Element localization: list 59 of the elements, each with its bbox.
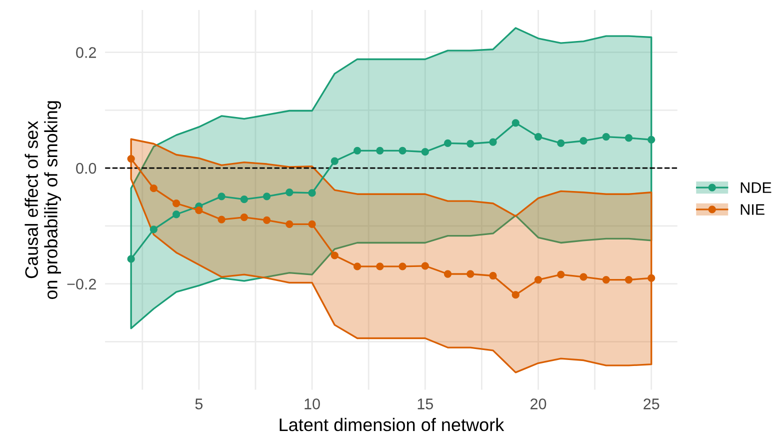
point	[150, 184, 158, 192]
legend-label: NDE	[740, 182, 772, 193]
point	[602, 132, 610, 141]
point	[421, 262, 429, 270]
y-tick-label: 0.2	[76, 47, 96, 58]
point	[308, 189, 316, 197]
point	[580, 137, 588, 145]
point	[286, 188, 294, 196]
point	[286, 220, 294, 228]
point	[512, 291, 520, 299]
legend-label: NIE	[740, 204, 764, 215]
point	[240, 213, 248, 222]
point	[648, 274, 656, 282]
point	[624, 134, 633, 142]
point	[150, 226, 158, 234]
x-tick-label: 5	[195, 398, 203, 410]
point	[330, 157, 338, 165]
x-tick-label: 20	[530, 398, 546, 410]
point	[398, 262, 406, 270]
point	[376, 262, 384, 270]
point	[127, 154, 135, 163]
point	[512, 119, 520, 127]
point	[444, 139, 452, 147]
point	[262, 216, 271, 224]
x-tick-label: 10	[304, 398, 320, 410]
point	[127, 255, 135, 263]
point	[557, 270, 565, 278]
point	[534, 132, 542, 141]
point	[172, 200, 180, 208]
point	[466, 140, 474, 148]
point	[557, 139, 565, 147]
point	[489, 272, 497, 280]
point	[489, 138, 497, 146]
point	[353, 146, 362, 155]
point	[602, 276, 610, 284]
point	[421, 148, 429, 156]
y-tick-label: 0.0	[76, 162, 96, 174]
y-axis-title: Causal effect of sex on probability of smoking	[24, 101, 62, 299]
point	[218, 216, 226, 224]
point	[195, 206, 203, 214]
point	[353, 262, 362, 270]
point	[466, 270, 474, 278]
point	[308, 220, 316, 228]
y-tick-label: −0.2	[67, 278, 96, 290]
point	[648, 136, 656, 144]
x-tick-label: 25	[644, 398, 660, 410]
point	[376, 146, 384, 155]
point	[240, 196, 248, 204]
point	[218, 192, 226, 200]
x-tick-label: 15	[418, 398, 434, 410]
point	[262, 192, 271, 200]
point	[624, 276, 633, 284]
point	[444, 270, 452, 278]
point	[330, 252, 338, 260]
point	[580, 273, 588, 281]
point	[172, 210, 180, 218]
point	[534, 276, 542, 284]
x-axis-title: Latent dimension of network	[280, 418, 504, 432]
point	[398, 146, 406, 155]
